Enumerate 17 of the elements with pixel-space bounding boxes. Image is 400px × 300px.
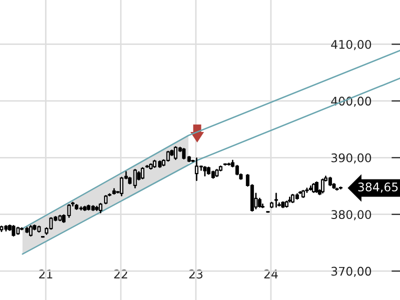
candlestick (203, 166, 207, 176)
y-tick-label: 370,00 (331, 266, 372, 277)
candlestick (140, 167, 144, 180)
y-tick-label: 390,00 (331, 153, 372, 164)
y-tick-label: 410,00 (331, 40, 372, 50)
candlestick (67, 204, 71, 218)
candlestick (29, 225, 33, 237)
candlestick (274, 192, 278, 208)
y-tick-label: 380,00 (331, 210, 372, 220)
candlestick (314, 181, 318, 193)
candlestick (98, 202, 102, 214)
candlestick (166, 150, 170, 162)
candlestick (182, 148, 186, 160)
annotation: 384,65 (358, 182, 398, 193)
candlestick (133, 168, 137, 188)
candlestick (320, 178, 324, 194)
candlestick (338, 186, 342, 190)
